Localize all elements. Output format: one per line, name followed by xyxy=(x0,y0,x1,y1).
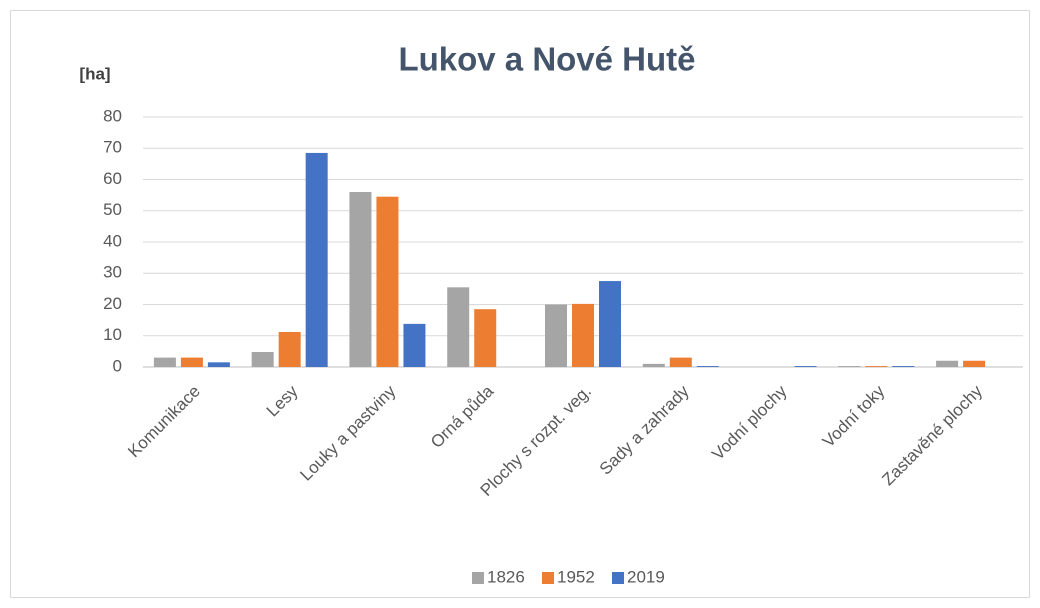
y-tick-label: 30 xyxy=(103,263,122,282)
legend-swatch xyxy=(472,572,484,584)
y-tick-label: 0 xyxy=(113,356,122,375)
bar xyxy=(865,366,888,367)
bar xyxy=(599,281,621,367)
bar xyxy=(696,366,719,367)
bar xyxy=(278,332,301,367)
bar xyxy=(838,366,861,367)
y-tick-label: 20 xyxy=(103,294,122,313)
bar xyxy=(403,323,426,367)
bar xyxy=(207,362,230,367)
legend-label: 1952 xyxy=(557,567,595,586)
chart-title: Lukov a Nové Hutě xyxy=(398,41,695,78)
bar xyxy=(251,352,274,367)
bar xyxy=(572,303,594,367)
y-tick-label: 10 xyxy=(103,325,122,344)
bar xyxy=(474,309,497,367)
bar xyxy=(963,360,986,367)
y-tick-label: 50 xyxy=(103,200,122,219)
y-tick-label: 70 xyxy=(103,138,122,157)
bar xyxy=(545,304,567,367)
bar xyxy=(180,357,203,367)
bar xyxy=(349,192,372,367)
bar xyxy=(447,287,470,367)
bar xyxy=(892,366,915,367)
y-tick-label: 80 xyxy=(103,106,122,125)
legend-swatch xyxy=(542,572,554,584)
legend-label: 1826 xyxy=(487,567,525,586)
bar xyxy=(305,152,328,367)
bar xyxy=(794,366,817,367)
bar xyxy=(153,357,176,367)
y-axis-label: [ha] xyxy=(79,64,110,83)
legend-swatch xyxy=(612,572,624,584)
bar xyxy=(642,363,665,367)
bar xyxy=(376,196,399,367)
y-tick-label: 40 xyxy=(103,231,122,250)
bar xyxy=(936,360,959,367)
y-tick-label: 60 xyxy=(103,169,122,188)
bar xyxy=(669,357,692,367)
legend-label: 2019 xyxy=(627,567,665,586)
